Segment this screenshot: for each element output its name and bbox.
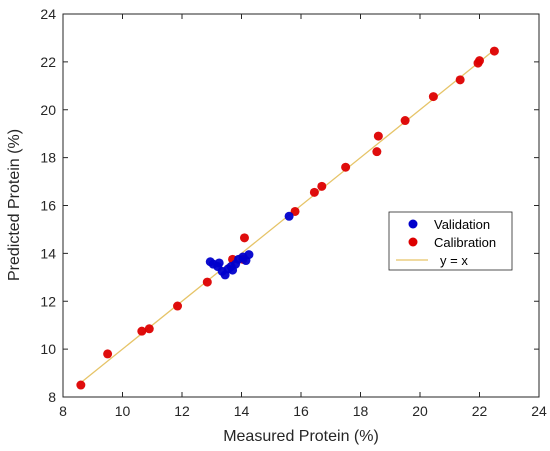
y-tick-label: 12 — [40, 293, 56, 309]
validation-point — [214, 258, 224, 268]
x-tick-label: 18 — [353, 403, 369, 419]
legend-marker-calibration — [408, 237, 418, 247]
x-tick-label: 8 — [59, 403, 67, 419]
calibration-point — [428, 92, 438, 102]
x-tick-label: 22 — [472, 403, 488, 419]
x-tick-label: 10 — [115, 403, 131, 419]
calibration-point — [103, 349, 113, 359]
y-tick-label: 20 — [40, 102, 56, 118]
calibration-point — [137, 326, 147, 336]
y-tick-labels: 8 10 12 14 16 18 20 22 24 — [40, 6, 56, 405]
x-tick-label: 20 — [412, 403, 428, 419]
validation-point — [284, 211, 294, 221]
calibration-point — [317, 181, 327, 191]
legend-label-validation: Validation — [434, 217, 490, 232]
legend-marker-validation — [408, 219, 418, 229]
y-tick-label: 14 — [40, 245, 56, 261]
x-tick-label: 16 — [293, 403, 309, 419]
calibration-point — [373, 131, 383, 141]
y-tick-label: 18 — [40, 150, 56, 166]
calibration-point — [341, 162, 351, 172]
x-tick-labels: 8 10 12 14 16 18 20 22 24 — [59, 403, 547, 419]
calibration-point — [202, 277, 212, 287]
y-axis-title: Predicted Protein (%) — [6, 129, 23, 281]
legend-label-calibration: Calibration — [434, 235, 496, 250]
calibration-point — [144, 324, 154, 334]
calibration-point — [475, 56, 484, 66]
calibration-point — [173, 301, 183, 311]
calibration-point — [372, 147, 382, 157]
x-tick-label: 24 — [531, 403, 547, 419]
x-axis-title: Measured Protein (%) — [223, 428, 379, 445]
calibration-point — [455, 75, 465, 85]
legend-label-identity: y = x — [440, 253, 468, 268]
x-tick-label: 12 — [174, 403, 190, 419]
calibration-point — [489, 46, 499, 56]
data-points — [76, 46, 499, 390]
y-tick-label: 22 — [40, 54, 56, 70]
validation-point — [244, 250, 254, 260]
y-tick-label: 16 — [40, 198, 56, 214]
axis-ticks — [62, 13, 540, 398]
calibration-point — [76, 380, 86, 390]
calibration-point — [309, 187, 319, 197]
x-tick-label: 14 — [234, 403, 250, 419]
y-tick-label: 10 — [40, 341, 56, 357]
legend: Validation Calibration y = x — [388, 211, 513, 271]
calibration-point — [239, 233, 249, 243]
y-tick-label: 24 — [40, 6, 56, 22]
y-tick-label: 8 — [48, 389, 56, 405]
calibration-point — [400, 116, 410, 126]
